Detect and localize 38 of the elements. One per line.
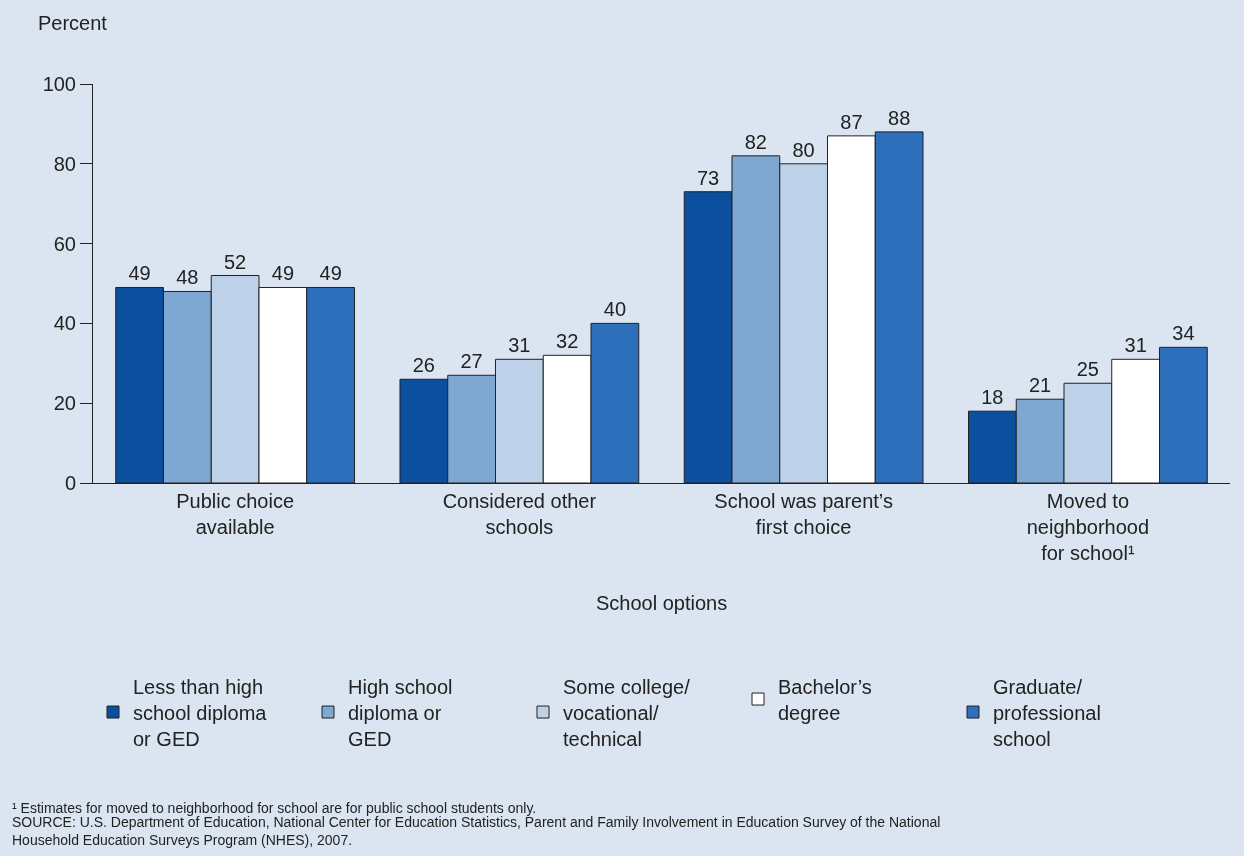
x-tick-label: Considered other schools: [442, 490, 597, 538]
data-label: 31: [1124, 334, 1147, 357]
text: ¹ Estimates for moved to neighborhood for school are for public school students only.: [12, 800, 537, 816]
data-label: 34: [1172, 322, 1195, 345]
y-axis-title: Percent: [38, 12, 108, 34]
data-label: 32: [556, 330, 579, 353]
y-tick-label: 0: [64, 472, 76, 494]
data-label: 18: [981, 386, 1004, 409]
data-label: 49: [271, 262, 295, 285]
x-tick-label: Public choice available: [176, 490, 295, 538]
y-tick-label: 60: [53, 232, 76, 255]
data-label: 73: [696, 166, 720, 189]
data-label: 88: [888, 106, 911, 129]
y-tick-label: 80: [53, 152, 76, 175]
y-tick-label: 40: [53, 312, 76, 335]
data-label: 49: [128, 262, 151, 285]
legend-label: Some college/ vocational/ technical: [563, 675, 691, 750]
y-tick-label: 20: [53, 392, 76, 415]
data-label: 48: [176, 266, 199, 289]
data-label: 49: [319, 262, 342, 285]
data-label: 80: [792, 138, 815, 161]
y-tick-label: 100: [42, 73, 76, 95]
x-tick-label: Moved to neighborhood for school¹: [1026, 490, 1150, 564]
data-label: 87: [840, 110, 863, 133]
legend-label: Less than high school diploma or GED: [133, 675, 268, 750]
legend-label: Bachelor’s degree: [778, 675, 872, 724]
data-label: 21: [1028, 374, 1052, 397]
data-label: 27: [460, 350, 483, 373]
data-label: 40: [603, 298, 627, 321]
data-label: 52: [224, 250, 247, 273]
data-label: 82: [744, 130, 767, 153]
data-label: 26: [412, 354, 435, 377]
data-label: 31: [508, 334, 531, 357]
data-label: 25: [1076, 358, 1099, 381]
legend-label: Graduate/ professional school: [993, 675, 1101, 750]
legend-label: High school diploma or GED: [348, 675, 453, 750]
x-axis-title: School options: [596, 592, 728, 614]
x-tick-label: School was parent’s first choice: [714, 490, 893, 538]
